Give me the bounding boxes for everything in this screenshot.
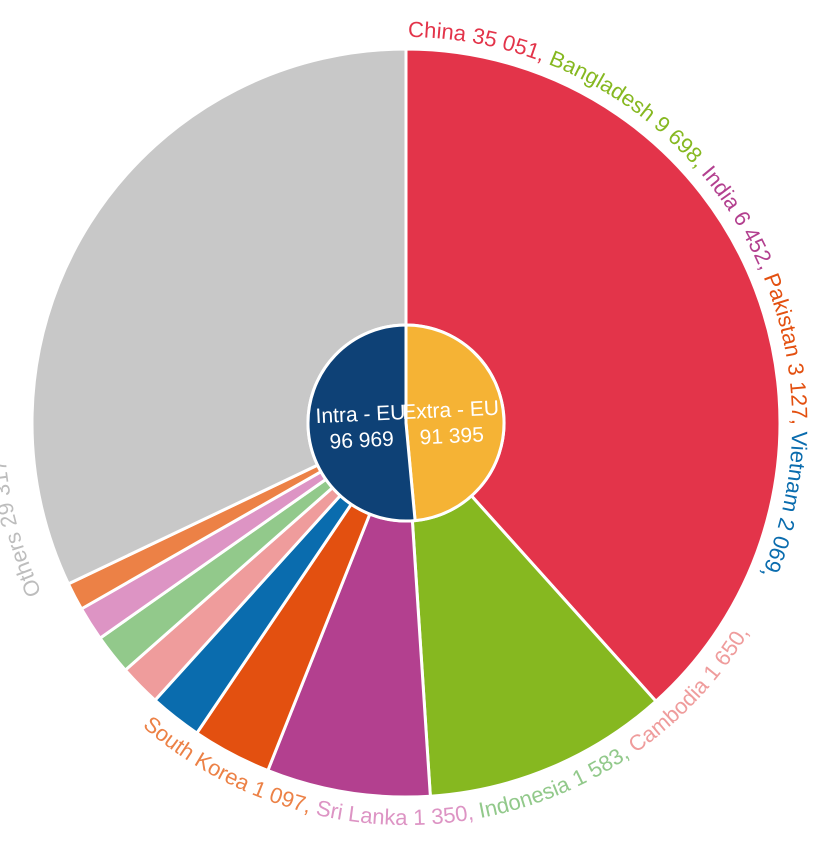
inner-label-name: Extra - EU [402,397,500,424]
inner-label-value: 91 395 [419,423,484,449]
slice-label-sri-lanka: Sri Lanka 1 350, [314,795,481,830]
inner-slice-extra-eu [404,323,506,523]
inner-label-value: 96 969 [329,428,394,454]
inner-slice-intra-eu [306,323,417,523]
inner-ring [306,323,506,523]
inner-label-name: Intra - EU [315,401,406,428]
